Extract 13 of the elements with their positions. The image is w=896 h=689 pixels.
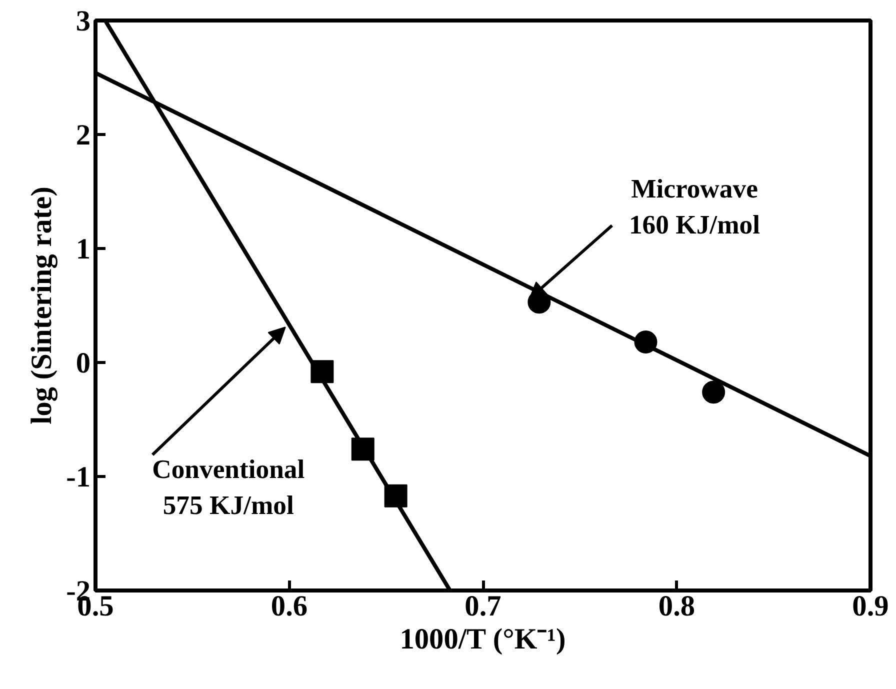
y-tick-label: 3 <box>76 6 91 38</box>
annotation: Microwave 160 KJ/mol <box>628 174 760 240</box>
annotation: Conventional 575 KJ/mol <box>152 454 305 520</box>
y-axis-title: log (Sintering rate) <box>26 186 58 424</box>
x-tick-label: 0.8 <box>658 590 696 622</box>
x-tick-label: 0.6 <box>270 590 308 622</box>
x-axis-title: 1000/T (°K⁻¹) <box>400 624 566 656</box>
y-tick-label: 0 <box>76 348 91 380</box>
y-tick-label: 1 <box>76 234 91 266</box>
x-tick-label: 0.9 <box>852 590 889 622</box>
y-tick-label: -1 <box>66 462 91 494</box>
y-tick-label: 2 <box>76 120 91 152</box>
x-tick-label: 0.7 <box>464 590 502 622</box>
